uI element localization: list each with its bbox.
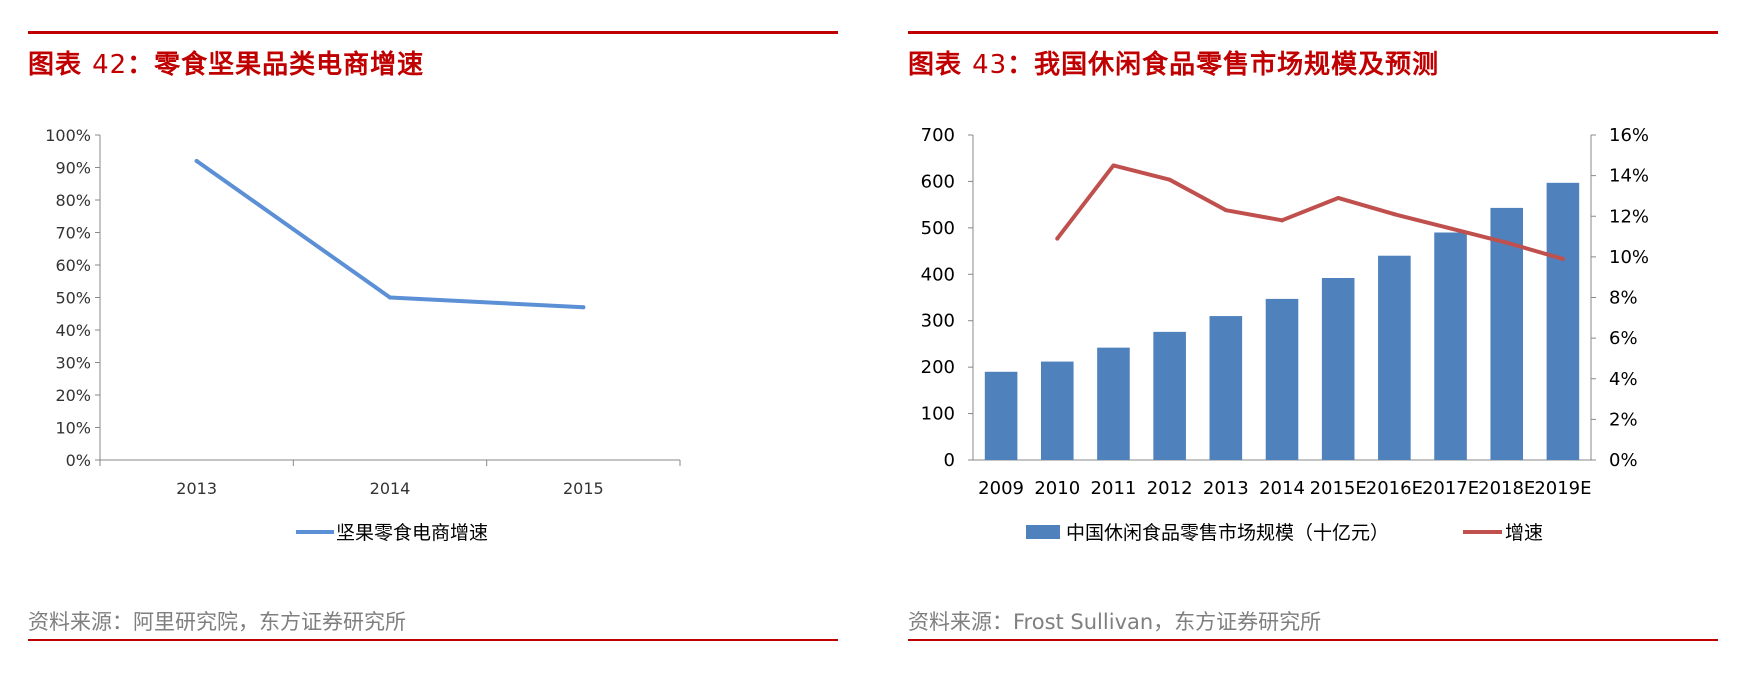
bar [1490,207,1524,460]
bar [1321,278,1355,460]
y-left-tick-label: 100 [921,404,955,425]
bar [984,371,1018,460]
y-right-tick-label: 10% [1609,247,1649,268]
chart-title: 图表 42：零食坚果品类电商增速 [28,44,424,81]
y-tick-label: 90% [55,159,91,178]
x-tick-label: 2013 [1203,478,1249,499]
x-tick-label: 2019E [1534,478,1591,499]
y-left-tick-label: 500 [921,218,955,239]
top-rule [908,31,1718,34]
x-tick-label: 2009 [978,478,1024,499]
bar [1378,255,1411,460]
y-tick-label: 50% [55,289,91,308]
y-right-tick-label: 16% [1609,125,1649,146]
bottom-rule [28,639,838,641]
y-left-tick-label: 700 [921,125,955,146]
growth-point [1055,236,1060,241]
y-tick-label: 10% [55,419,91,438]
title-number: 42 [92,50,128,80]
growth-point [1448,226,1453,231]
growth-point [1167,177,1172,182]
growth-point [1392,212,1397,217]
x-tick-label: 2013 [176,479,217,498]
title-text: ：我国休闲食品零售市场规模及预测 [1007,50,1440,80]
source-note: 资料来源：阿里研究院，东方证券研究所 [28,610,406,634]
y-right-tick-label: 2% [1609,409,1638,430]
x-tick-label: 2012 [1147,478,1193,499]
y-left-tick-label: 0 [944,450,955,471]
y-tick-label: 0% [66,451,91,470]
title-text: ：零食坚果品类电商增速 [127,50,425,80]
y-left-tick-label: 200 [921,357,955,378]
x-tick-label: 2015E [1310,478,1367,499]
y-right-tick-label: 4% [1609,369,1638,390]
chart-title: 图表 43：我国休闲食品零售市场规模及预测 [908,44,1439,81]
source-note: 资料来源：Frost Sullivan，东方证券研究所 [908,610,1322,634]
y-left-tick-label: 600 [921,171,955,192]
left-panel: 图表 42：零食坚果品类电商增速 0% 10% 20% 30% 40% 50% 60% 70%… [28,0,838,684]
y-right-tick-label: 8% [1609,288,1638,309]
x-tick-label: 2011 [1091,478,1137,499]
legend-label: 坚果零食电商增速 [336,522,488,544]
y-tick-label: 100% [45,126,91,145]
growth-point [1336,195,1341,200]
bar [1209,316,1243,460]
legend-swatch-bar [1026,525,1060,539]
growth-point [1560,256,1565,261]
legend-label-bar: 中国休闲食品零售市场规模（十亿元） [1066,522,1389,544]
y-tick-label: 20% [55,386,91,405]
bar [1434,232,1467,460]
y-right-tick-label: 12% [1609,206,1649,227]
growth-point [1280,218,1284,223]
growth-point [1223,208,1228,213]
bar [1265,298,1299,460]
y-right-tick-label: 0% [1609,450,1638,471]
bar [1153,331,1186,460]
left-chart: 0% 10% 20% 30% 40% 50% 60% 70% 80% 90% 100% 2013 201… [45,126,681,544]
right-chart: 0 100 200 300 400 500 600 700 0% 2% 4% 6% 8% 10% 12% 14… [921,125,1649,544]
x-tick-label: 2017E [1422,478,1479,499]
y-tick-label: 40% [55,321,91,340]
right-panel: 图表 43：我国休闲食品零售市场规模及预测 0 100 200 300 400 500 60… [908,0,1718,684]
title-prefix: 图表 [28,50,83,80]
bottom-rule [908,639,1718,641]
x-tick-label: 2015 [563,479,604,498]
bar [1040,361,1074,460]
y-left-tick-label: 300 [921,311,955,332]
data-point [388,295,392,300]
x-tick-label: 2016E [1366,478,1423,499]
data-point [194,159,199,163]
y-right-tick-label: 6% [1609,328,1638,349]
title-number: 43 [972,50,1008,80]
growth-point [1504,240,1509,245]
bar [1097,347,1130,460]
y-right-tick-label: 14% [1609,166,1649,187]
y-tick-label: 80% [55,191,91,210]
x-tick-label: 2010 [1034,478,1080,499]
x-tick-label: 2014 [370,479,411,498]
legend-label-line: 增速 [1505,522,1543,544]
x-tick-label: 2018E [1478,478,1535,499]
bar [1546,182,1580,461]
y-left-tick-label: 400 [921,264,955,285]
y-tick-label: 60% [55,256,91,275]
growth-point [1111,163,1116,168]
y-tick-label: 70% [55,224,91,243]
top-rule [28,31,838,34]
growth-line [1055,163,1564,261]
series-line [194,159,586,310]
title-prefix: 图表 [908,50,963,80]
data-point [581,305,586,310]
x-tick-label: 2014 [1259,478,1305,499]
y-tick-label: 30% [55,354,91,373]
